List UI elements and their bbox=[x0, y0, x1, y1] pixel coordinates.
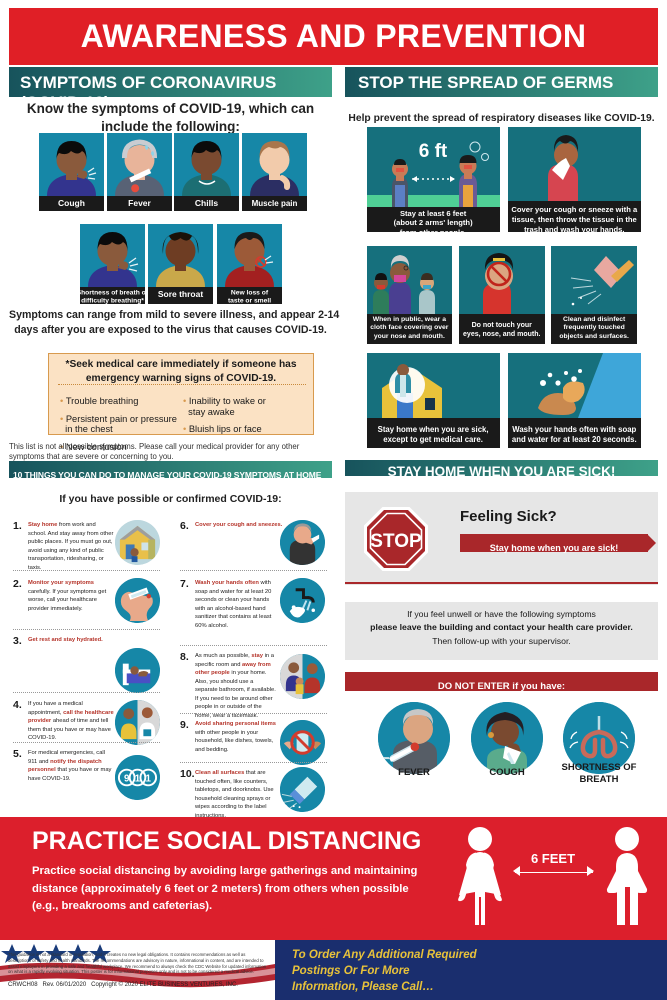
svg-text:Chills: Chills bbox=[195, 198, 218, 208]
svg-text:New loss of: New loss of bbox=[231, 290, 269, 297]
svg-text:Sore throat: Sore throat bbox=[158, 289, 204, 299]
svg-text:difficulty breathing*: difficulty breathing* bbox=[81, 298, 144, 305]
svg-text:taste or smell: taste or smell bbox=[228, 298, 271, 305]
svg-text:STOP: STOP bbox=[370, 531, 422, 552]
svg-text:Shortness of breath or: Shortness of breath or bbox=[80, 290, 145, 297]
svg-text:1: 1 bbox=[146, 773, 152, 784]
svg-text:Fever: Fever bbox=[128, 198, 151, 208]
svg-text:6 ft: 6 ft bbox=[418, 141, 447, 162]
svg-text:Muscle pain: Muscle pain bbox=[252, 199, 298, 208]
svg-text:Cough: Cough bbox=[58, 198, 85, 208]
